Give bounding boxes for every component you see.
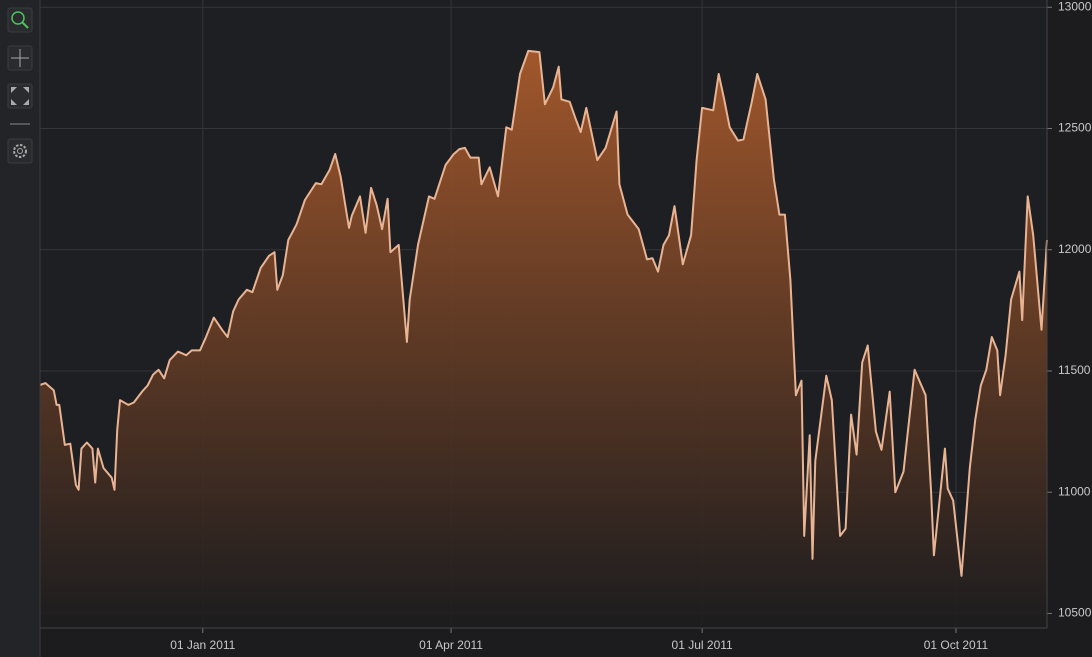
y-tick-label: 11000	[1058, 484, 1091, 498]
area	[40, 50, 1047, 628]
toolbar	[0, 0, 40, 657]
pan-button[interactable]	[7, 45, 33, 71]
y-tick-label: 12000	[1058, 242, 1092, 256]
fit-button[interactable]	[7, 83, 33, 109]
zoom-button[interactable]	[7, 7, 33, 33]
y-tick-label: 11500	[1058, 363, 1091, 377]
y-tick-label: 10500	[1058, 606, 1092, 620]
series	[39, 49, 1048, 628]
y-tick-label: 12500	[1058, 121, 1092, 135]
line	[39, 49, 1048, 577]
settings-button[interactable]	[7, 138, 33, 164]
x-tick-label: 01 Apr 2011	[419, 638, 483, 652]
x-tick-label: 01 Oct 2011	[924, 638, 989, 652]
x-tick-label: 01 Jul 2011	[672, 638, 733, 652]
y-tick-label: 13000	[1058, 0, 1092, 13]
x-tick-label: 01 Jan 2011	[170, 638, 235, 652]
axis-labels: 10500 11000 11500 12000 12500 13000 01 Jan 201…	[40, 0, 1092, 652]
